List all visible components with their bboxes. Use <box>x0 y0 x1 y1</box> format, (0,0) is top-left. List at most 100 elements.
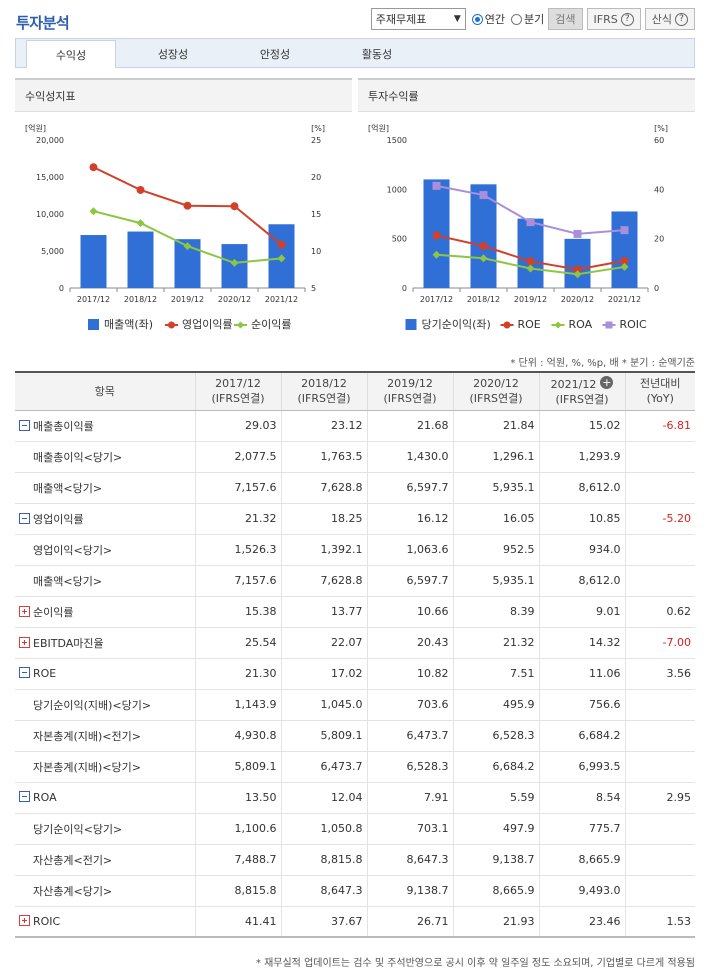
table-header-row: 항목 2017/12 (IFRS연결) 2018/12 (IFRS연결) 2019/12(… <box>15 371 695 411</box>
right-axis-unit: [%] <box>654 124 668 133</box>
data-point <box>479 191 488 200</box>
x-tick-label: 2017/12 <box>420 295 453 304</box>
row-label-cell: ROA <box>15 782 195 814</box>
search-button[interactable]: 검색 <box>548 8 583 30</box>
collapse-icon[interactable] <box>19 512 30 524</box>
column-header-text: (IFRS연결) <box>211 392 265 406</box>
value-cell: 5,935.1 <box>452 565 539 597</box>
column-header: 2021/12 + (IFRS연결) <box>538 371 625 411</box>
data-point <box>573 229 582 238</box>
value-cell: 9,138.7 <box>452 844 539 876</box>
collapse-icon[interactable] <box>19 791 30 802</box>
analysis-tabs: 수익성 성장성 안정성 활동성 <box>15 38 695 68</box>
value-cell: 6,528.3 <box>366 751 453 783</box>
yoy-cell <box>624 689 695 721</box>
value-cell: 12.04 <box>280 782 367 814</box>
column-header: 2019/12 (IFRS연결) <box>366 371 453 411</box>
statement-select-value: 주재무제표 <box>375 13 427 26</box>
formula-help-button[interactable]: 산식 ? <box>644 8 695 30</box>
yoy-cell <box>624 813 695 845</box>
value-cell: 1,100.6 <box>194 813 281 845</box>
value-cell: 1,045.0 <box>280 689 367 721</box>
add-column-icon[interactable]: + <box>600 375 614 389</box>
legend-label: 순이익률 <box>251 318 291 331</box>
column-header: 2017/12 (IFRS연결) <box>194 371 281 411</box>
right-tick-label: 60 <box>654 136 664 145</box>
column-header-text: 전년대비 <box>640 377 681 391</box>
yoy-cell <box>624 472 695 504</box>
left-tick-label: 10,000 <box>36 210 64 219</box>
x-tick-label: 2020/12 <box>218 295 251 304</box>
data-point <box>479 242 488 251</box>
radio-quarter[interactable]: 분기 <box>511 11 544 27</box>
legend-label: ROE <box>518 318 541 331</box>
statement-select[interactable]: 주재무제표 ▼ <box>370 8 466 30</box>
data-point <box>183 242 192 251</box>
profitability-chart: [억원] [%] 20,000 15,000 10,000 5,000 0 25 20 15 10 5… <box>25 123 325 331</box>
value-cell: 4,930.8 <box>194 720 281 752</box>
row-label: 자본총계(지배)<당기> <box>33 760 141 774</box>
value-cell: 15.38 <box>194 596 281 628</box>
ifrs-help-button[interactable]: IFRS ? <box>586 8 641 30</box>
value-cell: 7,157.6 <box>194 565 281 597</box>
collapse-icon[interactable] <box>19 667 30 678</box>
table-row: 순이익률 15.38 13.77 10.66 8.39 9.01 0.62 <box>15 596 695 628</box>
data-point <box>432 250 441 259</box>
value-cell: 7,157.6 <box>194 472 281 504</box>
collapse-icon[interactable] <box>19 419 30 431</box>
value-cell: 16.12 <box>366 503 453 535</box>
expand-icon[interactable] <box>19 605 30 617</box>
value-cell: 5,809.1 <box>280 720 367 752</box>
expand-icon[interactable] <box>19 636 30 648</box>
radio-annual-label: 연간 <box>484 13 506 26</box>
value-cell: 952.5 <box>452 534 539 566</box>
tab-activity[interactable]: 활동성 <box>361 48 393 61</box>
value-cell: 7,628.8 <box>280 472 367 504</box>
table-row: 영업이익<당기> 1,526.3 1,392.1 1,063.6 952.5 934.0 <box>15 534 695 566</box>
value-cell: 15.02 <box>538 410 625 442</box>
chart-title: 수익성지표 <box>15 80 352 112</box>
left-tick-label: 1500 <box>387 136 407 145</box>
radio-annual[interactable]: 연간 <box>471 11 506 27</box>
expand-icon[interactable] <box>19 914 30 926</box>
value-cell: 6,684.2 <box>452 751 539 783</box>
row-label-cell: 순이익률 <box>15 596 195 628</box>
value-cell: 8,815.8 <box>194 875 281 907</box>
tab-growth[interactable]: 성장성 <box>157 48 189 61</box>
value-cell: 26.71 <box>366 906 453 938</box>
row-label: ROA <box>33 791 57 804</box>
row-label: 영업이익<당기> <box>33 543 113 557</box>
table-row: ROE 21.30 17.02 10.82 7.51 11.06 3.56 <box>15 658 695 690</box>
x-tick-label: 2018/12 <box>467 295 500 304</box>
tab-stability[interactable]: 안정성 <box>259 48 291 61</box>
row-label-cell: 자산총계<당기> <box>15 875 195 907</box>
column-header: 전년대비 (YoY) <box>624 371 695 411</box>
value-cell: 1,430.0 <box>366 441 453 473</box>
value-cell: 934.0 <box>538 534 625 566</box>
row-label: 영업이익률 <box>33 512 84 526</box>
yoy-cell: -7.00 <box>624 627 695 659</box>
tab-profitability[interactable]: 수익성 <box>26 40 116 68</box>
column-header-text: 2021/12 <box>550 377 597 391</box>
data-point <box>526 257 535 266</box>
yoy-cell: 1.53 <box>624 906 695 938</box>
chevron-down-icon: ▼ <box>453 14 461 24</box>
value-cell: 8,665.9 <box>538 844 625 876</box>
legend-marker <box>605 321 613 329</box>
left-tick-label: 1000 <box>387 185 407 194</box>
value-cell: 23.46 <box>538 906 625 938</box>
table-row: 당기순이익(지배)<당기> 1,143.9 1,045.0 703.6 495.9 756… <box>15 689 695 721</box>
yoy-cell: -5.20 <box>624 503 695 535</box>
legend-label: 매출액(좌) <box>104 318 153 331</box>
table-row: 자산총계<당기> 8,815.8 8,647.3 9,138.7 8,665.9 9,49… <box>15 875 695 907</box>
left-axis-unit: [억원] <box>368 123 389 133</box>
column-header-text: (YoY) <box>646 392 674 406</box>
help-icon: ? <box>675 12 688 26</box>
column-header: 2018/12 (IFRS연결) <box>280 371 367 411</box>
legend-label: 당기순이익(좌) <box>422 318 491 331</box>
yoy-cell: 2.95 <box>624 782 695 814</box>
data-point <box>183 201 192 210</box>
value-cell: 495.9 <box>452 689 539 721</box>
column-header-text: (IFRS연결) <box>297 392 351 406</box>
row-label: ROIC <box>33 914 61 928</box>
